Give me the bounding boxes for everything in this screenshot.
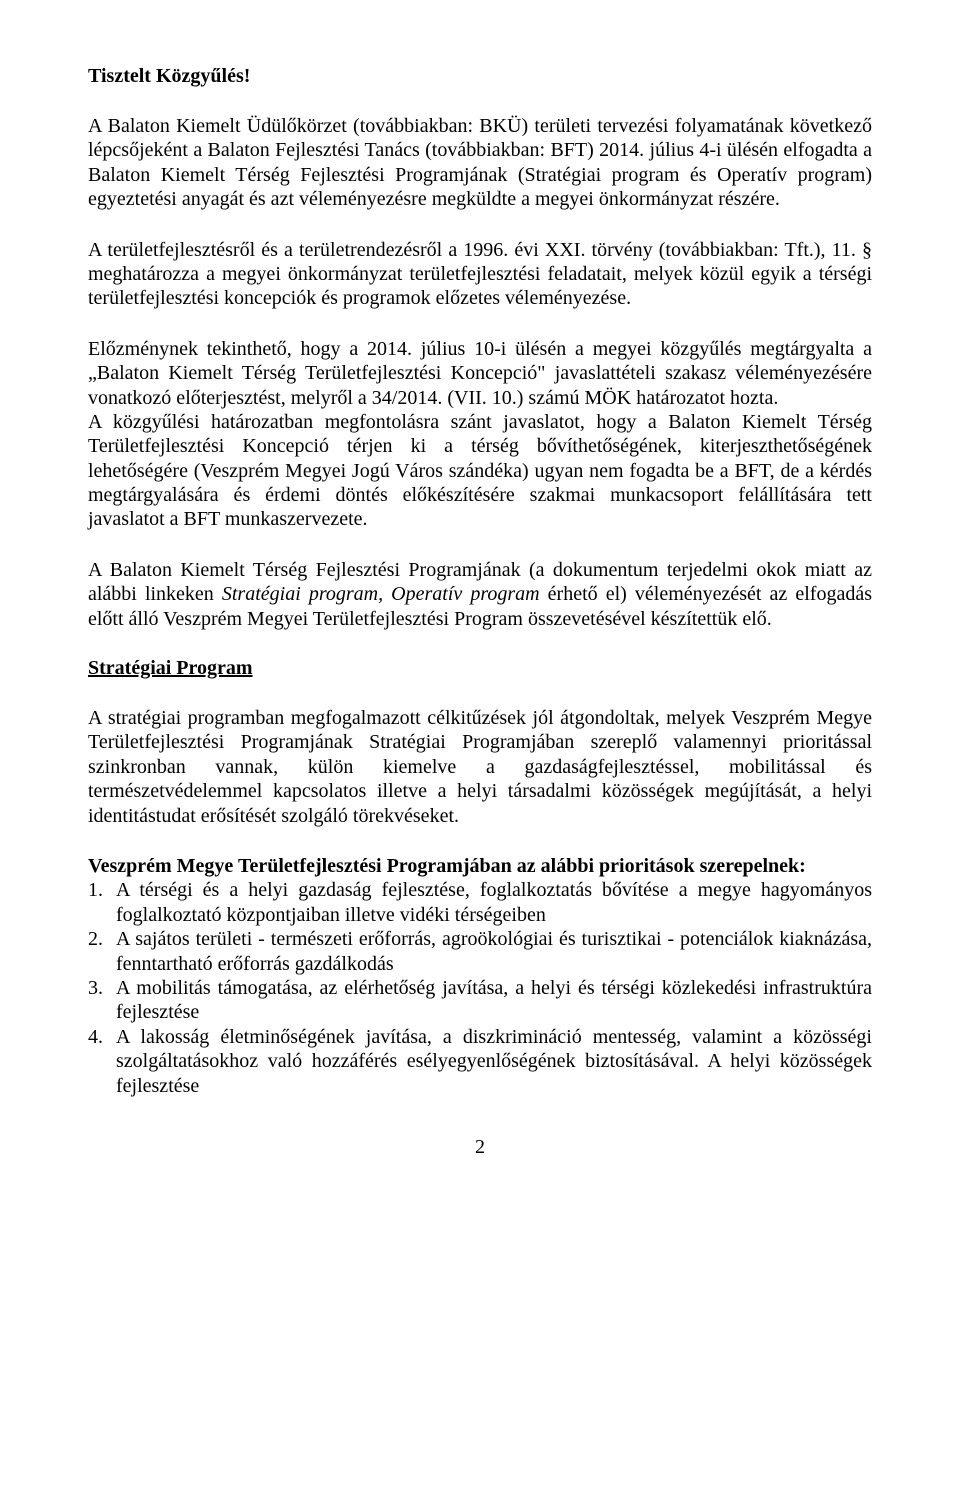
- list-number: 2.: [88, 927, 116, 976]
- list-text: A sajátos területi - természeti erőforrá…: [116, 927, 872, 976]
- paragraph-3a: Előzménynek tekinthető, hogy a 2014. júl…: [88, 337, 872, 410]
- list-heading: Veszprém Megye Területfejlesztési Progra…: [88, 854, 872, 878]
- list-text: A lakosság életminőségének javítása, a d…: [116, 1025, 872, 1098]
- list-item: 4. A lakosság életminőségének javítása, …: [88, 1025, 872, 1098]
- list-text: A térségi és a helyi gazdaság fejlesztés…: [116, 878, 872, 927]
- paragraph-3b: A közgyűlési határozatban megfontolásra …: [88, 410, 872, 532]
- list-number: 4.: [88, 1025, 116, 1098]
- salutation-heading: Tisztelt Közgyűlés!: [88, 65, 872, 88]
- paragraph-1: A Balaton Kiemelt Üdülőkörzet (továbbiak…: [88, 114, 872, 212]
- list-item: 2. A sajátos területi - természeti erőfo…: [88, 927, 872, 976]
- paragraph-4-links: Stratégiai program, Operatív program: [222, 583, 540, 605]
- list-text: A mobilitás támogatása, az elérhetőség j…: [116, 976, 872, 1025]
- paragraph-4: A Balaton Kiemelt Térség Fejlesztési Pro…: [88, 558, 872, 631]
- section-heading-strategiai: Stratégiai Program: [88, 657, 872, 680]
- list-number: 3.: [88, 976, 116, 1025]
- paragraph-2: A területfejlesztésről és a területrende…: [88, 238, 872, 311]
- page-number: 2: [88, 1136, 872, 1159]
- list-item: 3. A mobilitás támogatása, az elérhetősé…: [88, 976, 872, 1025]
- list-number: 1.: [88, 878, 116, 927]
- list-item: 1. A térségi és a helyi gazdaság fejlesz…: [88, 878, 872, 927]
- paragraph-5: A stratégiai programban megfogalmazott c…: [88, 706, 872, 828]
